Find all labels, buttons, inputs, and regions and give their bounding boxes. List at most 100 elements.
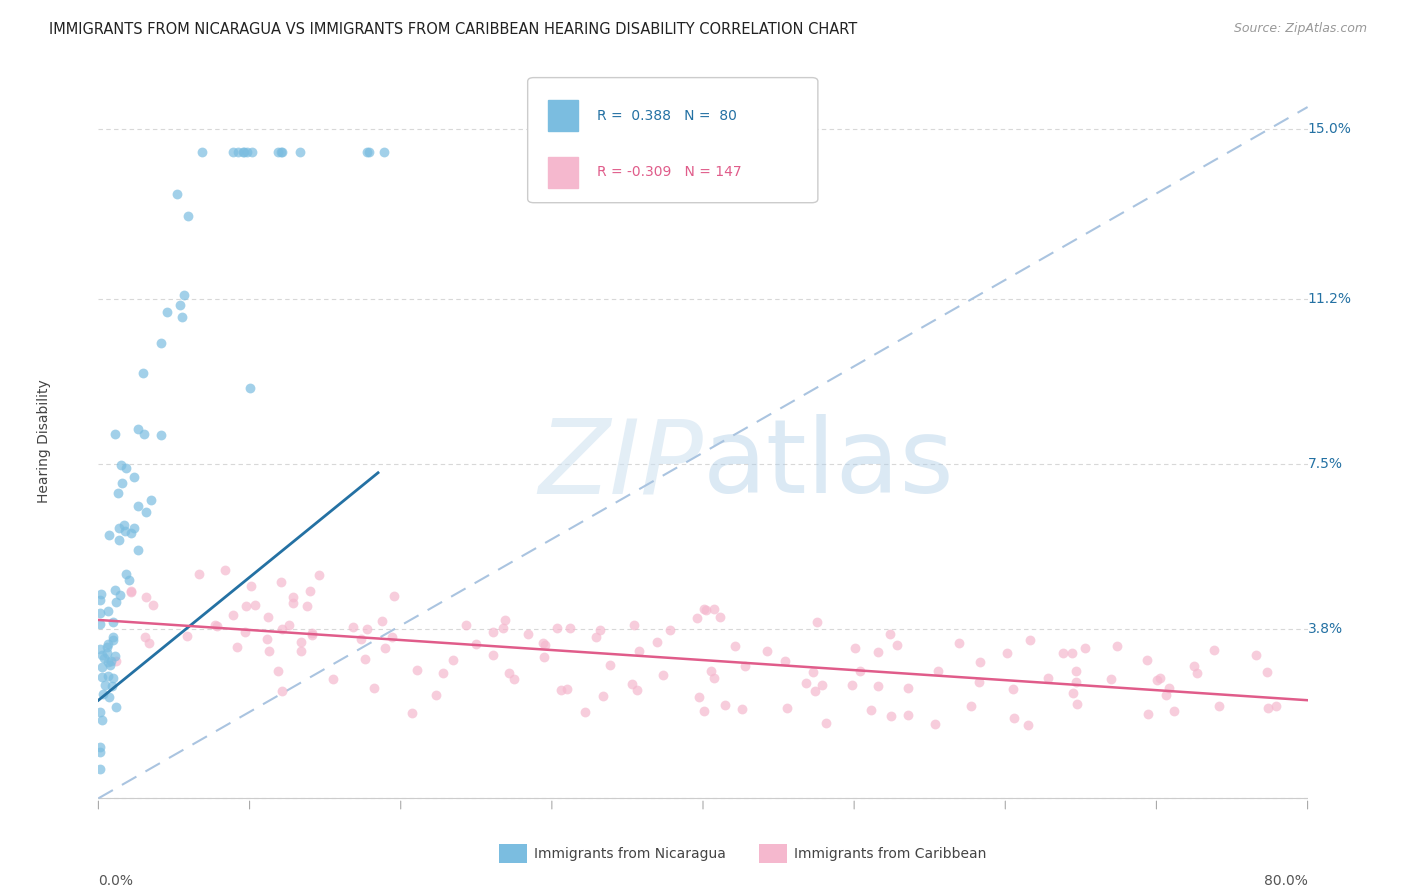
Point <box>281 596 304 610</box>
Point <box>585 630 607 644</box>
Point <box>454 617 477 632</box>
Point <box>188 566 211 581</box>
Point <box>703 672 725 686</box>
Point <box>370 614 392 628</box>
Point <box>301 626 323 640</box>
Point <box>1038 671 1060 685</box>
Point <box>205 619 228 633</box>
Point <box>1099 672 1122 686</box>
Point <box>592 689 614 703</box>
Point <box>124 521 146 535</box>
Point <box>89 745 111 759</box>
Point <box>1136 652 1159 666</box>
Point <box>502 673 524 687</box>
Point <box>142 598 165 612</box>
Point <box>1244 648 1267 663</box>
Point <box>880 708 903 723</box>
Point <box>381 630 404 644</box>
Point <box>104 582 127 597</box>
Point <box>127 542 149 557</box>
Point <box>1064 664 1087 678</box>
Text: 0.0%: 0.0% <box>98 874 134 888</box>
Point <box>120 585 142 599</box>
Point <box>124 470 146 484</box>
Point <box>1257 701 1279 715</box>
Point <box>342 620 364 634</box>
Point <box>794 676 817 690</box>
Point <box>1182 659 1205 673</box>
Point <box>257 643 280 657</box>
Point <box>844 640 866 655</box>
Point <box>550 683 572 698</box>
Point <box>1202 643 1225 657</box>
Point <box>841 678 863 692</box>
Point <box>1163 704 1185 718</box>
Point <box>270 684 292 698</box>
Point <box>534 638 557 652</box>
Point <box>236 145 259 159</box>
Point <box>1064 675 1087 690</box>
Point <box>1017 718 1039 732</box>
Point <box>214 563 236 577</box>
Point <box>924 716 946 731</box>
Point <box>283 590 305 604</box>
Point <box>969 655 991 669</box>
Point <box>103 631 125 645</box>
Point <box>322 673 344 687</box>
Point <box>177 209 200 223</box>
Point <box>239 381 262 395</box>
Point <box>107 521 129 535</box>
Point <box>138 636 160 650</box>
Point <box>169 298 191 312</box>
Point <box>356 145 378 159</box>
Point <box>1146 673 1168 688</box>
Point <box>101 671 124 685</box>
Point <box>1154 688 1177 702</box>
Point <box>299 584 322 599</box>
Point <box>139 493 162 508</box>
Text: 11.2%: 11.2% <box>1308 292 1351 306</box>
Point <box>811 678 834 692</box>
Point <box>89 593 111 607</box>
Point <box>695 603 717 617</box>
Point <box>491 621 513 635</box>
Point <box>127 422 149 436</box>
Point <box>948 636 970 650</box>
Point <box>1062 646 1084 660</box>
Point <box>773 654 796 668</box>
Point <box>494 613 516 627</box>
Point <box>267 664 290 678</box>
Point <box>498 665 520 680</box>
Point <box>599 657 621 672</box>
Point <box>173 287 195 301</box>
Point <box>363 681 385 696</box>
Point <box>112 517 135 532</box>
Point <box>482 648 505 663</box>
Text: R =  0.388   N =  80: R = 0.388 N = 80 <box>596 109 737 122</box>
Point <box>1208 699 1230 714</box>
Point <box>897 708 920 723</box>
Point <box>465 636 488 650</box>
Point <box>135 505 157 519</box>
Point <box>131 367 153 381</box>
Point <box>290 634 312 648</box>
Point <box>170 310 193 324</box>
Point <box>101 633 124 648</box>
Point <box>256 632 278 646</box>
Point <box>240 145 263 159</box>
Point <box>897 681 920 695</box>
Point <box>110 475 132 490</box>
Point <box>204 618 226 632</box>
Point <box>301 628 323 642</box>
Point <box>804 684 827 698</box>
Point <box>714 698 737 712</box>
Point <box>700 664 723 678</box>
Point <box>373 145 395 159</box>
Point <box>734 659 756 673</box>
Text: atlas: atlas <box>703 414 955 515</box>
Point <box>295 599 318 613</box>
Point <box>849 665 872 679</box>
Point <box>731 702 754 716</box>
Point <box>995 646 1018 660</box>
Point <box>756 644 779 658</box>
